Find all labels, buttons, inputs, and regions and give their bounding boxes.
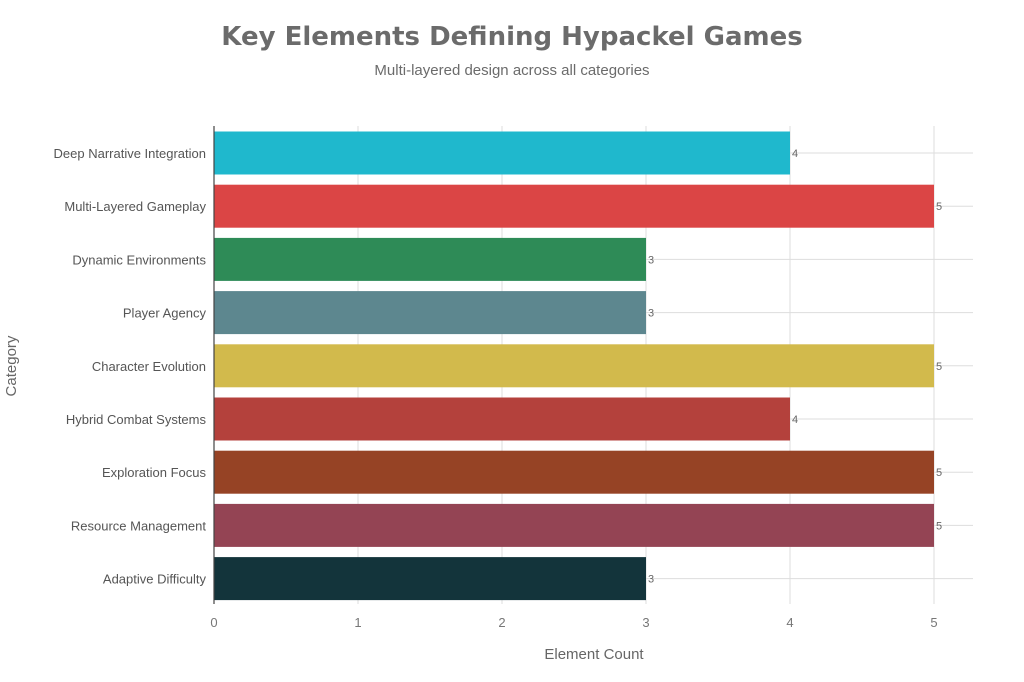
x-tick-label: 5 [930,615,937,630]
bar [214,397,790,441]
value-label: 4 [792,148,798,160]
bar [214,344,934,388]
value-label: 3 [648,574,654,586]
bar [214,291,646,335]
category-label: Deep Narrative Integration [54,146,206,161]
bar [214,450,934,494]
category-label: Exploration Focus [102,465,207,480]
category-label: Player Agency [123,306,207,321]
bar [214,503,934,547]
value-label: 5 [936,467,942,479]
value-label: 3 [648,254,654,266]
category-label: Resource Management [71,518,207,533]
value-label: 4 [792,414,798,426]
x-tick-label: 0 [210,615,217,630]
x-tick-label: 3 [642,615,649,630]
x-tick-label: 1 [354,615,361,630]
value-labels: 4 5 3 3 5 4 5 5 3 [648,148,942,586]
x-tick-label: 2 [498,615,505,630]
category-label: Adaptive Difficulty [103,572,207,587]
category-labels: Deep Narrative Integration Multi-Layered … [54,146,207,587]
chart-title: Key Elements Defining Hypackel Games [221,22,802,52]
x-axis-title: Element Count [544,646,644,663]
value-label: 3 [648,308,654,320]
bar [214,237,646,281]
bars [214,131,934,601]
y-axis-title: Category [3,335,20,396]
bar [214,184,934,228]
category-label: Character Evolution [92,359,206,374]
x-tick-labels: 0 1 2 3 4 5 [210,615,937,630]
value-label: 5 [936,201,942,213]
bar [214,131,790,175]
category-label: Multi-Layered Gameplay [64,199,206,214]
chart-subtitle: Multi-layered design across all categori… [374,62,649,79]
x-tick-label: 4 [786,615,793,630]
category-label: Dynamic Environments [72,252,206,267]
value-label: 5 [936,361,942,373]
bar [214,557,646,601]
value-label: 5 [936,520,942,532]
category-label: Hybrid Combat Systems [66,412,207,427]
